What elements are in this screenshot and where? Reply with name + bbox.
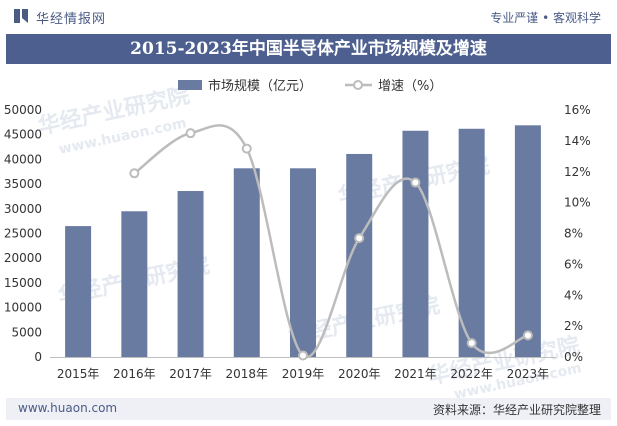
bar-market-size [177,191,204,357]
legend-bar-swatch [178,80,202,90]
brand-logo-icon [14,9,28,23]
y-right-tick-label: 12% [564,165,591,179]
bar-market-size [402,130,429,357]
y-left-tick-label: 15000 [4,276,42,290]
y-left-tick-label: 10000 [4,301,42,315]
y-right-tick-label: 10% [564,196,591,210]
bar-market-size [514,125,541,357]
bar-market-size [290,168,316,357]
point-growth-rate [129,168,140,179]
x-tick-label: 2020年 [338,367,381,381]
y-right-tick-label: 4% [564,288,583,302]
x-tick-label: 2017年 [169,367,212,381]
bar-market-size [121,211,148,357]
point-growth-rate [185,128,196,139]
line-growth-rate [133,124,529,359]
y-left-tick-label: 25000 [4,227,42,241]
x-tick-label: 2023年 [507,367,550,381]
y-left-tick-label: 0 [34,350,42,364]
bar-market-size [458,128,485,357]
point-growth-rate [466,338,477,349]
legend-label-growth-rate: 增速（%） [378,79,442,94]
y-right-tick-label: 2% [564,319,583,333]
y-right-tick-label: 14% [564,134,591,148]
y-left-tick-label: 5000 [11,325,42,339]
point-growth-rate [410,177,421,188]
chart-title: 2015-2023年中国半导体产业市场规模及增速 [130,39,487,59]
data-source: 资料来源：华经产业研究院整理 [432,403,601,417]
point-growth-rate [241,143,252,154]
x-tick-label: 2019年 [282,367,325,381]
legend-line-marker [353,80,363,90]
x-tick-label: 2016年 [113,367,156,381]
website-url: www.huaon.com [18,401,118,415]
bar-market-size [233,168,260,357]
legend: 市场规模（亿元） 增速（%） [178,78,442,94]
y-right-tick-label: 0% [564,350,583,364]
title-bar: 2015-2023年中国半导体产业市场规模及增速 [6,34,611,64]
y-right-tick-label: 8% [564,227,583,241]
header-bar: 华经情报网 专业严谨 • 客观科学 [0,0,617,34]
point-growth-rate [298,350,308,361]
legend-label-market-size: 市场规模（亿元） [208,78,312,94]
y-left-tick-label: 35000 [4,177,42,191]
y-left-tick-label: 20000 [4,251,42,265]
x-tick-label: 2021年 [394,367,437,381]
y-left-tick-label: 50000 [4,103,42,117]
y-left-tick-label: 45000 [4,128,42,142]
bar-market-size [65,226,92,357]
y-left-tick-label: 40000 [4,152,42,166]
y-right-tick-label: 6% [564,257,583,271]
y-left-tick-label: 30000 [4,202,42,216]
x-tick-label: 2015年 [57,367,100,381]
y-right-tick-label: 16% [564,103,591,117]
point-growth-rate [522,330,533,341]
brand-name: 华经情报网 [36,12,107,27]
x-tick-label: 2022年 [450,367,493,381]
chart-plot: 华经产业研究院华经产业研究院华经产业研究院华经产业研究院华经产业研究院www.h… [4,78,591,398]
tagline: 专业严谨 • 客观科学 [490,11,601,25]
footer-bar: www.huaon.com 资料来源：华经产业研究院整理 [6,398,611,420]
point-growth-rate [354,233,365,244]
x-tick-label: 2018年 [226,367,269,381]
